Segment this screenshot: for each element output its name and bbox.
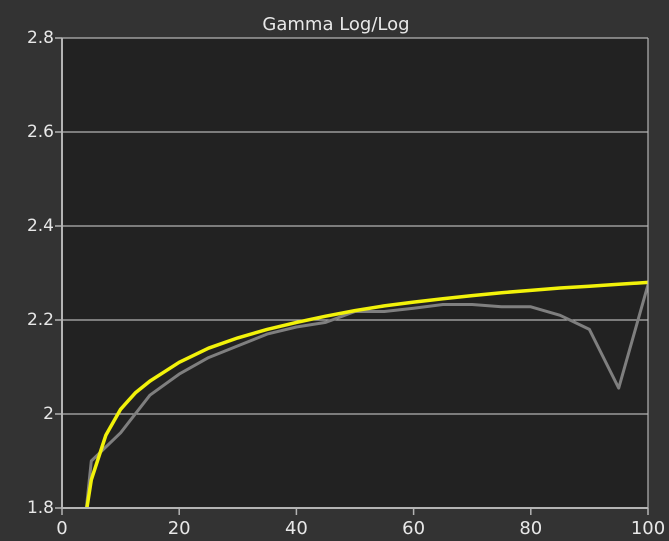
axes-layer: 1.8 2 2.2 2.4 2.6 2.8 0 20 40 60 80 100: [27, 28, 665, 539]
x-tick-label: 100: [631, 518, 665, 539]
plot-area: [62, 38, 648, 508]
x-tick-label: 40: [285, 518, 308, 539]
y-tick-label: 2.2: [27, 310, 54, 330]
x-tick-label: 20: [168, 518, 191, 539]
y-tick-label: 1.8: [27, 498, 54, 518]
x-tick-label: 0: [56, 518, 67, 539]
x-tick-label: 80: [519, 518, 542, 539]
y-tick-label: 2: [43, 404, 54, 424]
y-tick-label: 2.8: [27, 28, 54, 48]
x-tick-label: 60: [402, 518, 425, 539]
series-layer: [84, 280, 648, 508]
y-tick-label: 2.6: [27, 122, 54, 142]
grid-layer: [62, 37, 648, 415]
target-gamma-line: [85, 280, 648, 508]
y-tick-label: 2.4: [27, 216, 54, 236]
chart-title: Gamma Log/Log: [262, 14, 409, 35]
